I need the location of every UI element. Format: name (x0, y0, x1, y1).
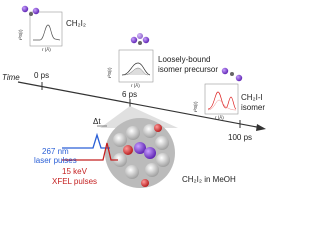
y-label: r²S(r) (193, 101, 198, 112)
laser-label: laser pulses (34, 156, 77, 165)
xfel-pulse (62, 142, 118, 161)
molecule (21, 5, 243, 82)
time-axis (17, 81, 263, 129)
x-label: r (Å) (42, 46, 51, 52)
species-label: CH₂I-I (241, 93, 263, 102)
species-label: Loosely-bound (158, 55, 210, 64)
inset: r²S(r) r (Å) (18, 11, 63, 52)
zoom-cone (100, 106, 178, 128)
species-label: CH₂I₂ (66, 19, 86, 28)
time-point: 6 ps (122, 90, 137, 99)
xfel-label: 15 keV (62, 167, 88, 176)
xfel-label: XFEL pulses (52, 177, 97, 186)
species-label: isomer precursor (158, 65, 218, 74)
y-label: r²S(r) (107, 67, 112, 78)
time-label: Time (2, 73, 20, 82)
species-label: isomer (241, 103, 265, 112)
x-label: r (Å) (131, 82, 140, 88)
figure: Time 0 ps 6 ps 100 ps r²S(r) r (Å) r²S(r… (2, 5, 266, 188)
laser-label: 267 nm (42, 147, 69, 156)
x-label: r (Å) (215, 114, 224, 120)
sample-label: CH₂I₂ in MeOH (182, 175, 236, 184)
y-label: r²S(r) (18, 29, 23, 40)
time-point: 0 ps (34, 71, 49, 80)
sample-droplet (105, 118, 175, 188)
arrowhead (256, 124, 266, 131)
inset: r²S(r) r (Å) (193, 83, 239, 120)
inset: r²S(r) r (Å) (107, 49, 154, 88)
delay-label: Δt (93, 117, 101, 126)
laser-pulse (62, 132, 110, 149)
time-point: 100 ps (228, 133, 252, 142)
